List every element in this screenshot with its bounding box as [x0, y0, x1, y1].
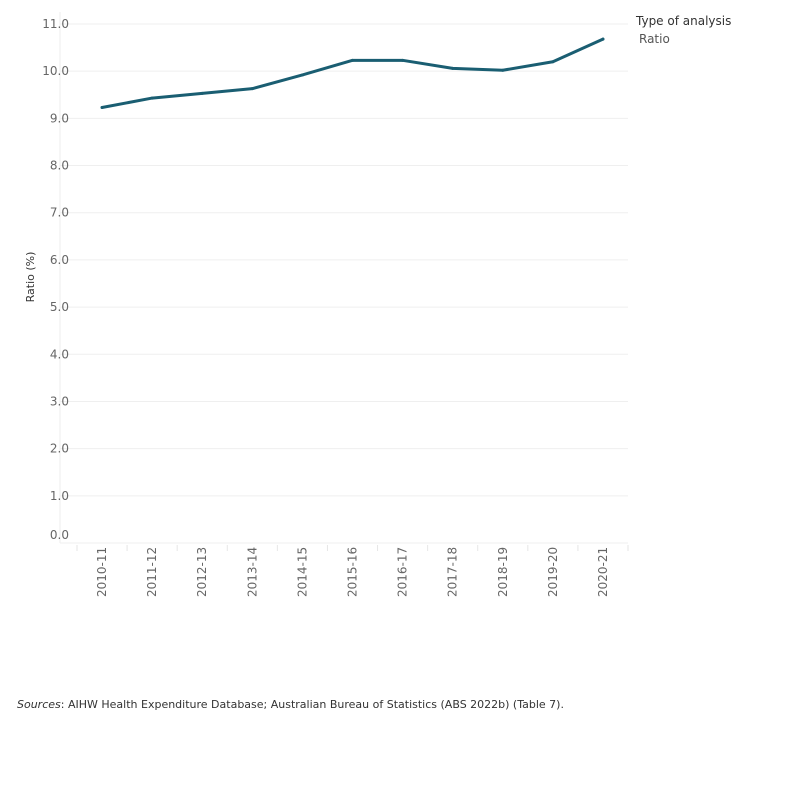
y-axis-title: Ratio (%) — [24, 252, 37, 303]
x-tick-label: 2013-14 — [245, 547, 259, 597]
data-point — [451, 66, 455, 70]
source-label: Sources — [17, 698, 61, 711]
data-point — [150, 96, 154, 100]
y-tick-label: 1.0 — [50, 489, 69, 503]
data-point — [501, 68, 505, 72]
y-tick-label: 5.0 — [50, 300, 69, 314]
x-tick-label: 2016-17 — [396, 547, 410, 597]
source-note: Sources: AIHW Health Expenditure Databas… — [17, 698, 564, 711]
x-tick-label: 2012-13 — [195, 547, 209, 597]
data-point — [351, 58, 354, 62]
y-tick-label: 6.0 — [50, 253, 69, 267]
data-point — [300, 73, 304, 77]
data-point — [250, 87, 254, 91]
x-tick-label: 2020-21 — [596, 547, 610, 597]
x-tick-label: 2014-15 — [295, 547, 309, 597]
series-line-ratio — [100, 37, 605, 110]
x-tick-label: 2010-11 — [95, 547, 109, 597]
x-tick-label: 2011-12 — [145, 547, 159, 597]
y-tick-label: 0.0 — [50, 528, 69, 542]
x-tick-label: 2018-19 — [496, 547, 510, 597]
x-tick-label: 2015-16 — [346, 547, 360, 597]
y-tick-label: 2.0 — [50, 442, 69, 456]
legend-item-ratio[interactable]: Ratio — [639, 32, 670, 46]
y-tick-label: 9.0 — [50, 111, 69, 125]
y-tick-label: 4.0 — [50, 347, 69, 361]
y-tick-label: 10.0 — [42, 64, 69, 78]
x-tick-label: 2017-18 — [446, 547, 460, 597]
y-tick-label: 11.0 — [42, 17, 69, 31]
data-point — [200, 91, 204, 95]
data-point — [401, 58, 405, 62]
y-tick-label: 8.0 — [50, 159, 69, 173]
y-tick-label: 3.0 — [50, 394, 69, 408]
data-point — [551, 60, 555, 64]
data-point — [601, 37, 605, 41]
data-point — [100, 106, 104, 110]
legend-title: Type of analysis — [636, 14, 732, 28]
x-tick-label: 2019-20 — [546, 547, 560, 597]
source-text: : AIHW Health Expenditure Database; Aust… — [60, 698, 564, 711]
y-tick-label: 7.0 — [50, 206, 69, 220]
